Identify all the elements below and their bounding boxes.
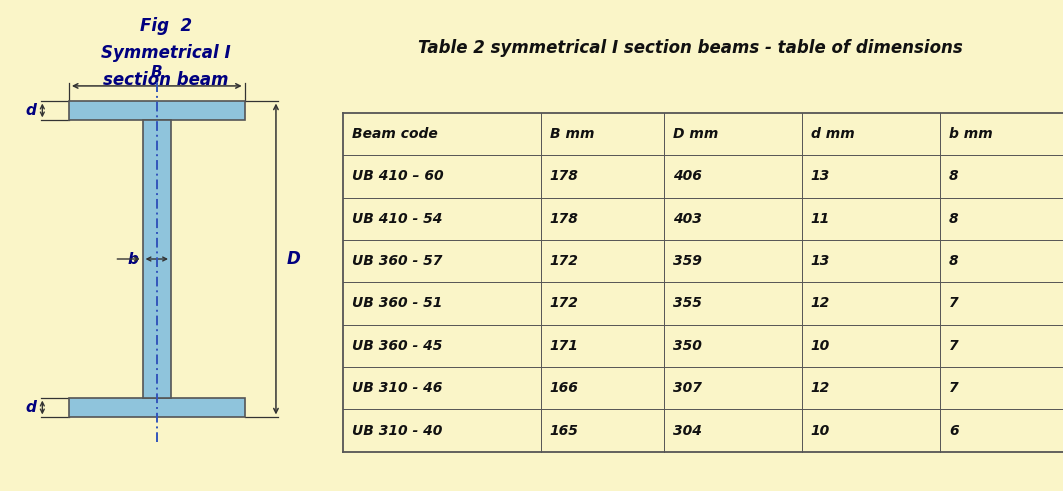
Text: Table 2 symmetrical I section beams - table of dimensions: Table 2 symmetrical I section beams - ta…	[418, 39, 962, 57]
Text: 304: 304	[673, 424, 702, 437]
Text: UB 360 - 57: UB 360 - 57	[352, 254, 442, 268]
Text: UB 360 - 45: UB 360 - 45	[352, 339, 442, 353]
Text: D: D	[287, 250, 301, 268]
Text: 178: 178	[550, 212, 578, 226]
Bar	[69, 101, 244, 120]
Text: 6: 6	[949, 424, 959, 437]
Text: 171: 171	[550, 339, 578, 353]
Text: 12: 12	[811, 297, 830, 310]
Text: Fig  2: Fig 2	[140, 17, 192, 35]
Text: 8: 8	[949, 212, 959, 226]
Text: 7: 7	[949, 297, 959, 310]
Text: 406: 406	[673, 169, 702, 184]
Text: UB 410 – 60: UB 410 – 60	[352, 169, 443, 184]
Text: 8: 8	[949, 169, 959, 184]
Text: 172: 172	[550, 254, 578, 268]
Text: B: B	[151, 65, 163, 80]
Text: section beam: section beam	[103, 71, 229, 89]
Text: Symmetrical I: Symmetrical I	[101, 44, 231, 62]
Text: 307: 307	[673, 381, 702, 395]
Text: UB 410 - 54: UB 410 - 54	[352, 212, 442, 226]
Text: 359: 359	[673, 254, 702, 268]
Bar	[142, 120, 171, 398]
Text: 11: 11	[811, 212, 830, 226]
Bar	[69, 398, 244, 417]
Text: 13: 13	[811, 254, 830, 268]
Text: UB 310 - 40: UB 310 - 40	[352, 424, 442, 437]
Text: 13: 13	[811, 169, 830, 184]
Text: 7: 7	[949, 381, 959, 395]
Text: 403: 403	[673, 212, 702, 226]
Text: 178: 178	[550, 169, 578, 184]
Text: 12: 12	[811, 381, 830, 395]
Text: Beam code: Beam code	[352, 127, 438, 141]
Text: d: d	[26, 103, 37, 118]
Text: B mm: B mm	[550, 127, 594, 141]
Text: 7: 7	[949, 339, 959, 353]
Text: 355: 355	[673, 297, 702, 310]
Text: 8: 8	[949, 254, 959, 268]
Text: UB 360 - 51: UB 360 - 51	[352, 297, 442, 310]
Text: 350: 350	[673, 339, 702, 353]
Text: 172: 172	[550, 297, 578, 310]
Text: b: b	[128, 251, 138, 267]
Text: 166: 166	[550, 381, 578, 395]
Text: UB 310 - 46: UB 310 - 46	[352, 381, 442, 395]
Text: d mm: d mm	[811, 127, 855, 141]
Text: b mm: b mm	[949, 127, 993, 141]
Text: 165: 165	[550, 424, 578, 437]
Text: D mm: D mm	[673, 127, 719, 141]
Text: 10: 10	[811, 339, 830, 353]
Text: 10: 10	[811, 424, 830, 437]
Text: d: d	[26, 400, 37, 415]
